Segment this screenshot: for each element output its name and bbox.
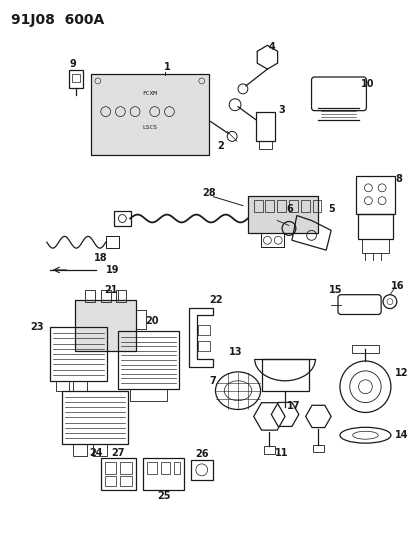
Text: 24: 24 xyxy=(89,448,102,458)
Text: 11: 11 xyxy=(275,448,288,458)
Text: 25: 25 xyxy=(157,490,170,500)
Text: 19: 19 xyxy=(105,265,119,275)
Text: 18: 18 xyxy=(94,253,107,263)
Text: 28: 28 xyxy=(201,188,215,198)
Text: 14: 14 xyxy=(394,430,407,440)
Text: 91J08  600A: 91J08 600A xyxy=(11,13,104,27)
Text: 21: 21 xyxy=(104,285,117,295)
Text: LSCS: LSCS xyxy=(142,125,157,130)
FancyBboxPatch shape xyxy=(247,196,318,233)
Text: 8: 8 xyxy=(394,174,401,184)
Text: 22: 22 xyxy=(209,295,223,305)
FancyBboxPatch shape xyxy=(75,300,136,351)
Text: 26: 26 xyxy=(195,449,208,459)
Text: 23: 23 xyxy=(31,322,44,333)
Text: 2: 2 xyxy=(216,141,223,151)
Text: 6: 6 xyxy=(286,204,293,214)
Text: 7: 7 xyxy=(209,376,216,386)
Text: 20: 20 xyxy=(145,317,158,326)
Text: 27: 27 xyxy=(112,448,125,458)
FancyBboxPatch shape xyxy=(91,74,208,155)
Text: 10: 10 xyxy=(360,79,373,89)
Text: 9: 9 xyxy=(70,59,76,69)
Text: 4: 4 xyxy=(268,42,275,52)
Text: 16: 16 xyxy=(390,281,404,291)
Text: 15: 15 xyxy=(328,285,342,295)
Text: 17: 17 xyxy=(287,400,300,410)
Text: 3: 3 xyxy=(278,104,285,115)
Text: 13: 13 xyxy=(228,347,241,357)
Text: 5: 5 xyxy=(327,204,334,214)
Text: FCXM: FCXM xyxy=(142,91,157,96)
Text: 12: 12 xyxy=(394,368,407,378)
Text: 1: 1 xyxy=(164,62,171,72)
